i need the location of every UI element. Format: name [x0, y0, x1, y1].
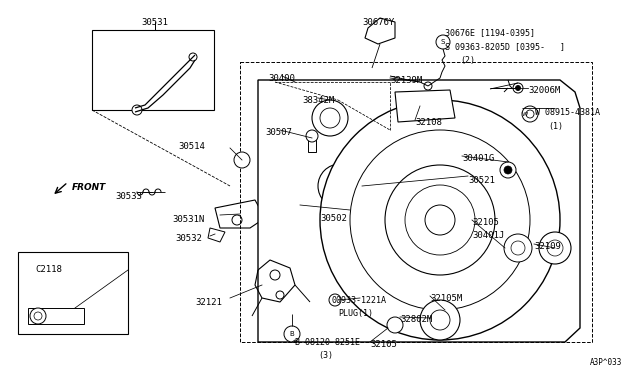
Circle shape	[329, 294, 341, 306]
Circle shape	[234, 152, 250, 168]
Text: C2118: C2118	[35, 265, 62, 274]
Text: 30400: 30400	[268, 74, 295, 83]
Circle shape	[350, 130, 530, 310]
Polygon shape	[208, 228, 225, 242]
Circle shape	[513, 83, 523, 93]
Circle shape	[284, 326, 300, 342]
Circle shape	[424, 82, 432, 90]
Bar	[308, 138, 316, 152]
Polygon shape	[265, 188, 322, 218]
Text: 32105: 32105	[370, 340, 397, 349]
Text: 30521: 30521	[468, 176, 495, 185]
Text: 30533: 30533	[115, 192, 142, 201]
Text: W 08915-4381A: W 08915-4381A	[535, 108, 600, 117]
Circle shape	[270, 270, 280, 280]
Text: S: S	[441, 39, 445, 45]
Circle shape	[320, 108, 340, 128]
Circle shape	[320, 100, 560, 340]
Circle shape	[328, 174, 352, 198]
Circle shape	[504, 166, 512, 174]
Polygon shape	[365, 18, 395, 44]
Text: W: W	[522, 112, 528, 116]
Circle shape	[34, 312, 42, 320]
Circle shape	[387, 317, 403, 333]
Circle shape	[420, 300, 460, 340]
Text: A3P^033: A3P^033	[590, 358, 622, 367]
Text: 32105M: 32105M	[430, 294, 462, 303]
Circle shape	[526, 110, 534, 118]
Bar	[28, 308, 84, 324]
Circle shape	[312, 100, 348, 136]
Circle shape	[522, 106, 538, 122]
Text: (2): (2)	[460, 56, 475, 65]
Text: 30502: 30502	[320, 214, 347, 223]
Text: 30507: 30507	[265, 128, 292, 137]
Text: 32139M: 32139M	[390, 76, 422, 85]
Text: 30514: 30514	[178, 142, 205, 151]
Text: (1): (1)	[548, 122, 563, 131]
Polygon shape	[278, 202, 298, 213]
Text: 32802M: 32802M	[400, 315, 432, 324]
Text: 32121: 32121	[195, 298, 222, 307]
Text: B: B	[290, 331, 294, 337]
Circle shape	[318, 164, 362, 208]
Circle shape	[547, 240, 563, 256]
Circle shape	[436, 35, 450, 49]
Circle shape	[276, 291, 284, 299]
Text: 32109: 32109	[534, 242, 561, 251]
Bar	[92, 30, 214, 110]
Circle shape	[132, 105, 142, 115]
Text: 30676E [1194-0395]: 30676E [1194-0395]	[445, 28, 535, 37]
Circle shape	[189, 53, 197, 61]
Polygon shape	[258, 80, 580, 342]
Text: (3): (3)	[318, 351, 333, 360]
Circle shape	[232, 215, 242, 225]
Circle shape	[539, 232, 571, 264]
Text: 30401G: 30401G	[462, 154, 494, 163]
Text: 30676Y: 30676Y	[362, 18, 394, 27]
Text: 30401J: 30401J	[472, 231, 504, 240]
Text: 00933-1221A: 00933-1221A	[332, 296, 387, 305]
Circle shape	[511, 241, 525, 255]
Circle shape	[500, 162, 516, 178]
Text: PLUG(1): PLUG(1)	[338, 309, 373, 318]
Circle shape	[405, 185, 475, 255]
Text: 30531: 30531	[141, 18, 168, 27]
Circle shape	[30, 308, 46, 324]
Text: 32006M: 32006M	[528, 86, 560, 95]
Circle shape	[385, 165, 495, 275]
Polygon shape	[395, 90, 455, 122]
Text: B 08120-8251E: B 08120-8251E	[295, 338, 360, 347]
Text: 38342M: 38342M	[302, 96, 334, 105]
Bar	[240, 62, 592, 342]
Circle shape	[306, 130, 318, 142]
Circle shape	[515, 86, 520, 90]
Bar	[18, 252, 128, 334]
Circle shape	[430, 310, 450, 330]
Text: 30532: 30532	[175, 234, 202, 243]
Text: 32108: 32108	[415, 118, 442, 127]
Text: 32105: 32105	[472, 218, 499, 227]
Text: 30531N: 30531N	[172, 215, 204, 224]
Polygon shape	[215, 200, 265, 228]
Circle shape	[504, 234, 532, 262]
Text: FRONT: FRONT	[72, 183, 106, 192]
Text: S 09363-8205D [0395-   ]: S 09363-8205D [0395- ]	[445, 42, 565, 51]
Circle shape	[425, 205, 455, 235]
